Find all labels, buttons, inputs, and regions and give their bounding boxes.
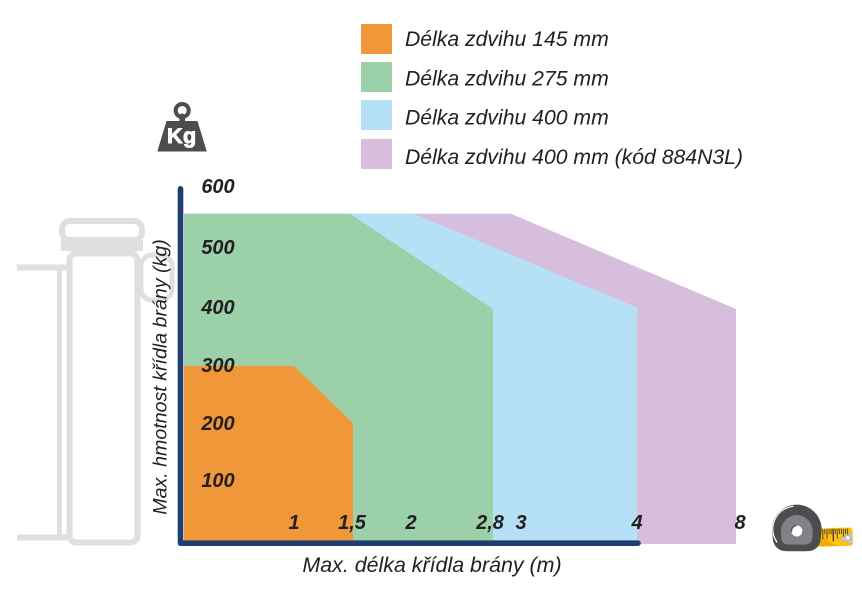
svg-text:600: 600 [201, 176, 234, 198]
svg-text:Délka zdvihu 275 mm: Délka zdvihu 275 mm [405, 68, 609, 91]
svg-text:500: 500 [201, 237, 234, 259]
svg-text:Kg: Kg [167, 124, 197, 148]
svg-text:4: 4 [630, 512, 642, 534]
svg-text:300: 300 [201, 355, 234, 377]
svg-text:2: 2 [404, 512, 416, 534]
svg-text:1: 1 [288, 512, 299, 534]
svg-text:8: 8 [734, 512, 746, 534]
svg-text:100: 100 [201, 470, 234, 492]
svg-text:3: 3 [515, 512, 526, 534]
svg-text:400: 400 [200, 297, 234, 319]
svg-text:Délka zdvihu 145 mm: Délka zdvihu 145 mm [405, 28, 609, 51]
svg-text:200: 200 [200, 413, 234, 435]
svg-text:Max. hmotnost křídla brány (kg: Max. hmotnost křídla brány (kg) [150, 239, 172, 515]
svg-text:2,8: 2,8 [475, 512, 505, 534]
svg-text:1,5: 1,5 [338, 512, 367, 534]
svg-text:Max. délka křídla brány (m): Max. délka křídla brány (m) [302, 553, 561, 577]
svg-text:Délka zdvihu 400 mm: Délka zdvihu 400 mm [405, 107, 609, 130]
svg-text:Délka zdvihu 400 mm (kód 884N3: Délka zdvihu 400 mm (kód 884N3L) [405, 146, 743, 169]
